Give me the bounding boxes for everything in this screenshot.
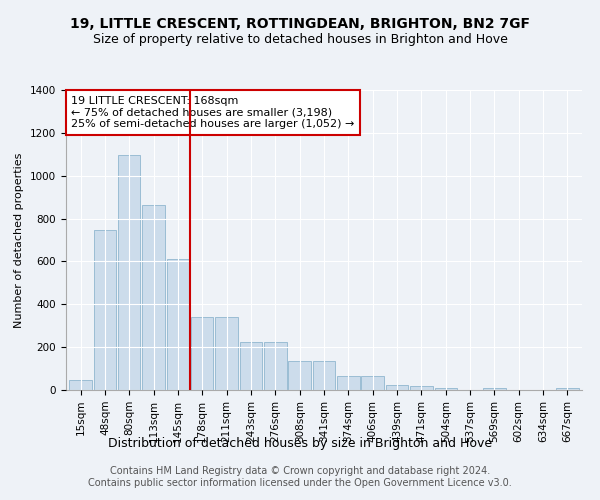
Bar — [483, 388, 506, 390]
Text: Distribution of detached houses by size in Brighton and Hove: Distribution of detached houses by size … — [108, 438, 492, 450]
Bar — [240, 342, 262, 390]
Bar — [191, 317, 214, 390]
Text: 19 LITTLE CRESCENT: 168sqm
← 75% of detached houses are smaller (3,198)
25% of s: 19 LITTLE CRESCENT: 168sqm ← 75% of deta… — [71, 96, 355, 129]
Bar — [289, 361, 311, 390]
Y-axis label: Number of detached properties: Number of detached properties — [14, 152, 25, 328]
Bar — [70, 380, 92, 390]
Bar — [215, 317, 238, 390]
Bar — [361, 376, 384, 390]
Bar — [142, 206, 165, 390]
Bar — [434, 388, 457, 390]
Bar — [313, 361, 335, 390]
Bar — [556, 388, 578, 390]
Text: Contains HM Land Registry data © Crown copyright and database right 2024.
Contai: Contains HM Land Registry data © Crown c… — [88, 466, 512, 487]
Bar — [410, 386, 433, 390]
Text: 19, LITTLE CRESCENT, ROTTINGDEAN, BRIGHTON, BN2 7GF: 19, LITTLE CRESCENT, ROTTINGDEAN, BRIGHT… — [70, 18, 530, 32]
Bar — [118, 156, 140, 390]
Bar — [94, 230, 116, 390]
Bar — [264, 342, 287, 390]
Bar — [337, 376, 359, 390]
Bar — [386, 386, 408, 390]
Bar — [167, 259, 189, 390]
Text: Size of property relative to detached houses in Brighton and Hove: Size of property relative to detached ho… — [92, 32, 508, 46]
